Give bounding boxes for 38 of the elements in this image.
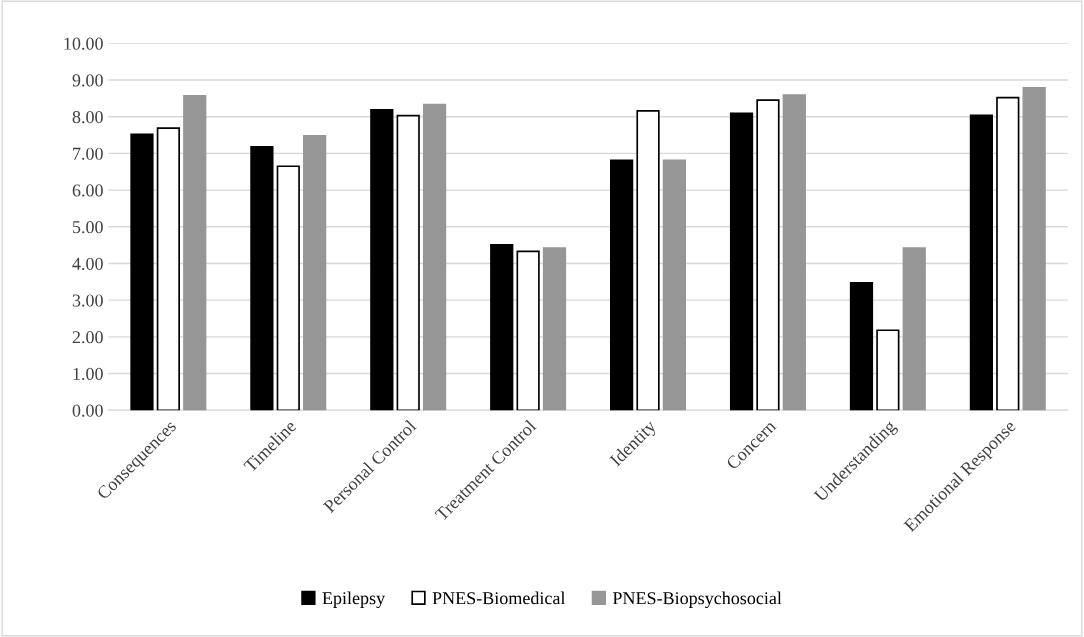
y-tick-label: 3.00 [72,294,103,307]
y-tick-label: 0.00 [72,404,103,417]
bar [396,114,420,411]
bar [542,247,567,411]
bar [422,103,447,411]
bar [969,114,994,411]
y-tick-label: 7.00 [73,147,103,160]
bar [276,165,300,411]
bar [516,250,540,411]
legend-label: PNES-Biomedical [432,591,566,605]
bar [303,134,327,411]
bar [490,243,514,411]
y-tick-label: 10.00 [64,37,103,50]
bar [250,145,274,411]
bar [902,247,926,411]
bar [662,159,687,411]
y-tick-label: 5.00 [72,221,103,234]
bar [782,94,806,411]
y-tick-label: 8.00 [72,110,103,124]
bar [156,127,180,411]
bar [849,282,874,411]
y-tick-label: 2.00 [72,331,103,344]
y-tick-label: 4.00 [72,257,103,270]
y-tick-label: 1.00 [73,367,103,381]
bar [370,108,394,411]
bar [996,96,1020,411]
bar [130,133,154,411]
bar [756,99,780,411]
bar [876,329,900,411]
y-tick-label: 6.00 [72,184,103,197]
legend-label: PNES-Biopsychosocial [612,591,782,609]
bar [1022,86,1046,411]
y-tick-label: 9.00 [72,74,103,87]
bar [729,112,754,411]
bar [636,109,660,411]
bar [610,159,634,411]
bar [183,94,207,411]
legend-label: Epilepsy [322,591,386,609]
